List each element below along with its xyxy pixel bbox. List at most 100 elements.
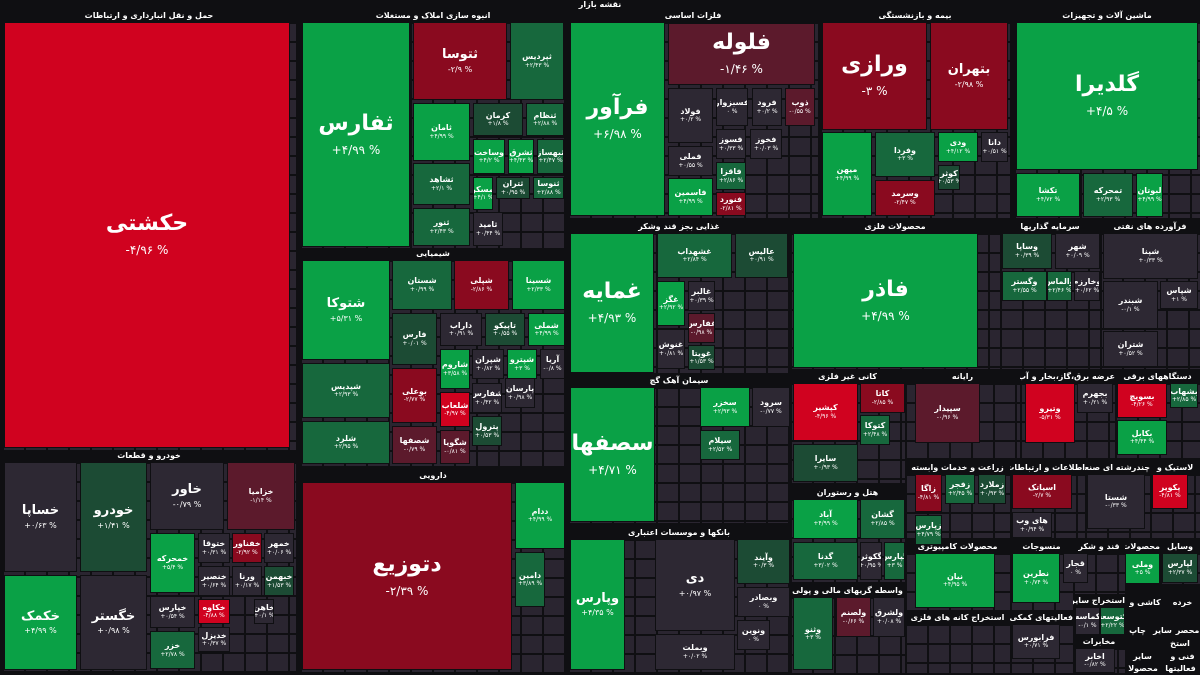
- stock-tile[interactable]: بجهرم +۰/۲۱ %: [1077, 383, 1113, 413]
- stock-tile[interactable]: فاقزا +۲/۸۶ %: [716, 162, 746, 190]
- stock-tile[interactable]: فملی +۰/۵۵ %: [668, 146, 713, 176]
- stock-tile[interactable]: خزر +۲/۷۸ %: [150, 631, 195, 669]
- stock-tile[interactable]: اخابر -۰/۸۲ %: [1075, 648, 1115, 673]
- stock-tile[interactable]: خمحرکه +۵/۴ %: [150, 533, 195, 593]
- stock-tile[interactable]: زملارد +۰/۹۳ %: [978, 474, 1006, 504]
- stock-tile[interactable]: بتهران -۲/۹۸ %: [930, 22, 1008, 130]
- stock-tile[interactable]: ثمسکن+۴/۱ %: [473, 177, 493, 210]
- stock-tile[interactable]: وساخت +۴/۲ %: [473, 139, 505, 174]
- stock-tile[interactable]: غالبر +۰/۳۹ %: [688, 281, 715, 311]
- stock-tile[interactable]: زاگا -۴/۸۱ %: [915, 474, 942, 512]
- stock-tile[interactable]: غشهداب +۲/۸۴ %: [657, 233, 732, 278]
- stock-tile[interactable]: خکمک +۴/۹۹ %: [4, 575, 77, 670]
- stock-tile[interactable]: ودی +۴/۱۲ %: [938, 132, 978, 162]
- stock-tile[interactable]: شلعاب -۴/۹۷ %: [440, 392, 470, 427]
- stock-tile[interactable]: عالیس +۰/۹۱ %: [735, 233, 788, 278]
- stock-tile[interactable]: سخزر +۲/۹۳ %: [700, 387, 750, 427]
- stock-tile[interactable]: خزامیا -۱/۱۴ %: [227, 462, 295, 530]
- stock-tile[interactable]: فسوز +۰/۳۳ %: [716, 129, 746, 159]
- stock-tile[interactable]: شملی +۴/۹۹ %: [528, 313, 565, 346]
- stock-tile[interactable]: لپارس +۲/۳۷ %: [1162, 553, 1198, 583]
- stock-tile[interactable]: شتوکا +۵/۳۱ %: [302, 260, 390, 360]
- stock-tile[interactable]: شپلی -۲/۸۶ %: [454, 260, 509, 310]
- stock-tile[interactable]: کتوسعه+۲/۲۲ %: [1100, 607, 1125, 635]
- stock-tile[interactable]: وثنو +۳ %: [793, 597, 833, 670]
- stock-tile[interactable]: تاپیکو +۰/۵۵ %: [485, 313, 525, 346]
- stock-tile[interactable]: شپنا +۰/۳۳ %: [1103, 233, 1198, 279]
- stock-tile[interactable]: شهر +۰/۰۹ %: [1055, 233, 1100, 269]
- stock-tile[interactable]: های وب +۰/۹۴ %: [1012, 512, 1052, 538]
- stock-tile[interactable]: وخارزم +۰/۶۲ %: [1074, 271, 1100, 301]
- stock-tile[interactable]: گکوثر +۰/۹۵ %: [860, 542, 882, 580]
- stock-tile[interactable]: آباد +۴/۹۹ %: [793, 499, 858, 539]
- stock-tile[interactable]: وآیند +۰/۳ %: [737, 539, 790, 584]
- stock-tile[interactable]: خپارس +۰/۵۴ %: [150, 596, 195, 628]
- stock-tile[interactable]: شپدیس +۲/۹۳ %: [302, 363, 390, 418]
- stock-tile[interactable]: ثنظام +۲/۸۸ %: [526, 103, 564, 136]
- stock-tile[interactable]: بکابل +۴/۴۴ %: [1117, 420, 1167, 455]
- stock-tile[interactable]: ثتوسا -۲/۹ %: [413, 22, 507, 100]
- stock-tile[interactable]: وسرمد -۲/۴۷ %: [875, 180, 935, 216]
- stock-tile[interactable]: شبندر -۰/۱ %: [1103, 281, 1158, 329]
- stock-tile[interactable]: کاتا -۲/۸۵ %: [860, 383, 905, 413]
- stock-tile[interactable]: خنصیر +۰/۶۴ %: [198, 566, 230, 596]
- stock-tile[interactable]: شستان +۰/۹۹ %: [392, 260, 452, 310]
- stock-tile[interactable]: فسبزوار ۰ %: [716, 88, 748, 126]
- stock-tile[interactable]: ثشاهد +۲/۱ %: [413, 163, 470, 205]
- stock-tile[interactable]: غگز +۲/۹۲ %: [657, 281, 685, 326]
- stock-tile[interactable]: وبملت +۰/۰۲ %: [655, 634, 735, 670]
- stock-tile[interactable]: فاذر +۴/۹۹ %: [793, 233, 978, 368]
- stock-tile[interactable]: خگستر +۰/۹۸ %: [80, 575, 147, 670]
- stock-tile[interactable]: خساپا +۰/۶۳ %: [4, 462, 77, 572]
- stock-tile[interactable]: دانا +۰/۵۱ %: [981, 132, 1008, 162]
- stock-tile[interactable]: فارس +۰/۰۱ %: [392, 313, 437, 365]
- stock-tile[interactable]: ثنوسا +۲/۸۸ %: [533, 177, 564, 199]
- stock-tile[interactable]: شپران +۰/۸۲ %: [472, 349, 504, 379]
- stock-tile[interactable]: نطرین +۰/۷۴ %: [1012, 553, 1060, 603]
- stock-tile[interactable]: زپارس +۴/۷۹ %: [915, 515, 942, 545]
- stock-tile[interactable]: ونوین ۰ %: [737, 620, 770, 650]
- stock-tile[interactable]: فرود +۰/۲ %: [752, 88, 782, 126]
- stock-tile[interactable]: غفارس -۰/۹۸ %: [688, 313, 715, 343]
- stock-tile[interactable]: فلوله -۱/۴۶ %: [668, 23, 815, 85]
- stock-tile[interactable]: بوعلی -۲/۷۷ %: [392, 368, 437, 423]
- stock-tile[interactable]: وتیرو -۵/۳۱ %: [1025, 383, 1075, 443]
- stock-tile[interactable]: کوثر +۰/۵۳ %: [938, 165, 960, 190]
- stock-tile[interactable]: غنوش +۰/۸۱ %: [657, 329, 685, 369]
- stock-tile[interactable]: خاور -۰/۷۹ %: [150, 462, 224, 530]
- stock-tile[interactable]: ثنور +۲/۴۳ %: [413, 208, 470, 246]
- stock-tile[interactable]: گپارس+۳ %: [884, 542, 905, 580]
- stock-tile[interactable]: میهن +۴/۹۹ %: [822, 132, 872, 216]
- stock-tile[interactable]: شاروم +۳/۵۸ %: [440, 349, 470, 389]
- stock-tile[interactable]: بشهاب +۲/۸۵ %: [1170, 383, 1198, 408]
- stock-tile[interactable]: ثشرق +۴/۴۳ %: [508, 139, 534, 174]
- stock-tile[interactable]: والماس+۲/۴۶ %: [1047, 271, 1072, 301]
- stock-tile[interactable]: فرابورس +۰/۷۱ %: [1012, 624, 1060, 659]
- stock-tile[interactable]: شپترو +۳ %: [507, 349, 537, 379]
- stock-tile[interactable]: ثفارس +۴/۹۹ %: [302, 22, 410, 247]
- stock-tile[interactable]: خودرو +۱/۴۱ %: [80, 462, 147, 572]
- stock-tile[interactable]: غمایه +۴/۹۳ %: [570, 233, 654, 373]
- stock-tile[interactable]: بسویچ -۴/۲۶ %: [1117, 383, 1167, 418]
- stock-tile[interactable]: وبصادر ۰ %: [737, 587, 790, 617]
- stock-tile[interactable]: کتوکا +۲/۴۸ %: [860, 415, 890, 445]
- stock-tile[interactable]: شلرد +۲/۹۵ %: [302, 421, 390, 464]
- stock-tile[interactable]: سایرا +۰/۹۳ %: [793, 444, 858, 482]
- stock-tile[interactable]: کپشیر -۴/۹۶ %: [793, 383, 858, 441]
- stock-tile[interactable]: سصفها +۴/۷۱ %: [570, 387, 655, 522]
- stock-tile[interactable]: شگویا -۰/۸۱ %: [440, 430, 470, 464]
- stock-tile[interactable]: شپاس +۱ %: [1160, 281, 1198, 309]
- stock-tile[interactable]: شصفها -۰/۷۹ %: [392, 426, 437, 464]
- stock-tile[interactable]: فرآور +۶/۹۸ %: [570, 22, 665, 216]
- stock-tile[interactable]: ختوقا +۰/۳۱ %: [198, 533, 230, 563]
- stock-tile[interactable]: غویتا +۱/۵۳ %: [688, 345, 715, 370]
- stock-tile[interactable]: ثبهساز +۲/۴۷ %: [537, 139, 564, 174]
- stock-tile[interactable]: شستا -۰/۳۳ %: [1087, 474, 1145, 529]
- stock-tile[interactable]: شتران +۰/۵۲ %: [1103, 331, 1158, 367]
- stock-tile[interactable]: پترول +۰/۵۳ %: [472, 416, 502, 446]
- stock-tile[interactable]: شفارس +۰/۴۲ %: [472, 383, 502, 413]
- stock-tile[interactable]: ورنا +۰/۱۷ %: [232, 566, 262, 596]
- stock-tile[interactable]: خدیزل +۰/۳۷ %: [198, 627, 230, 652]
- stock-tile[interactable]: شسینا +۲/۳۳ %: [512, 260, 565, 310]
- stock-tile[interactable]: گدنا +۳/۰۲ %: [793, 542, 858, 580]
